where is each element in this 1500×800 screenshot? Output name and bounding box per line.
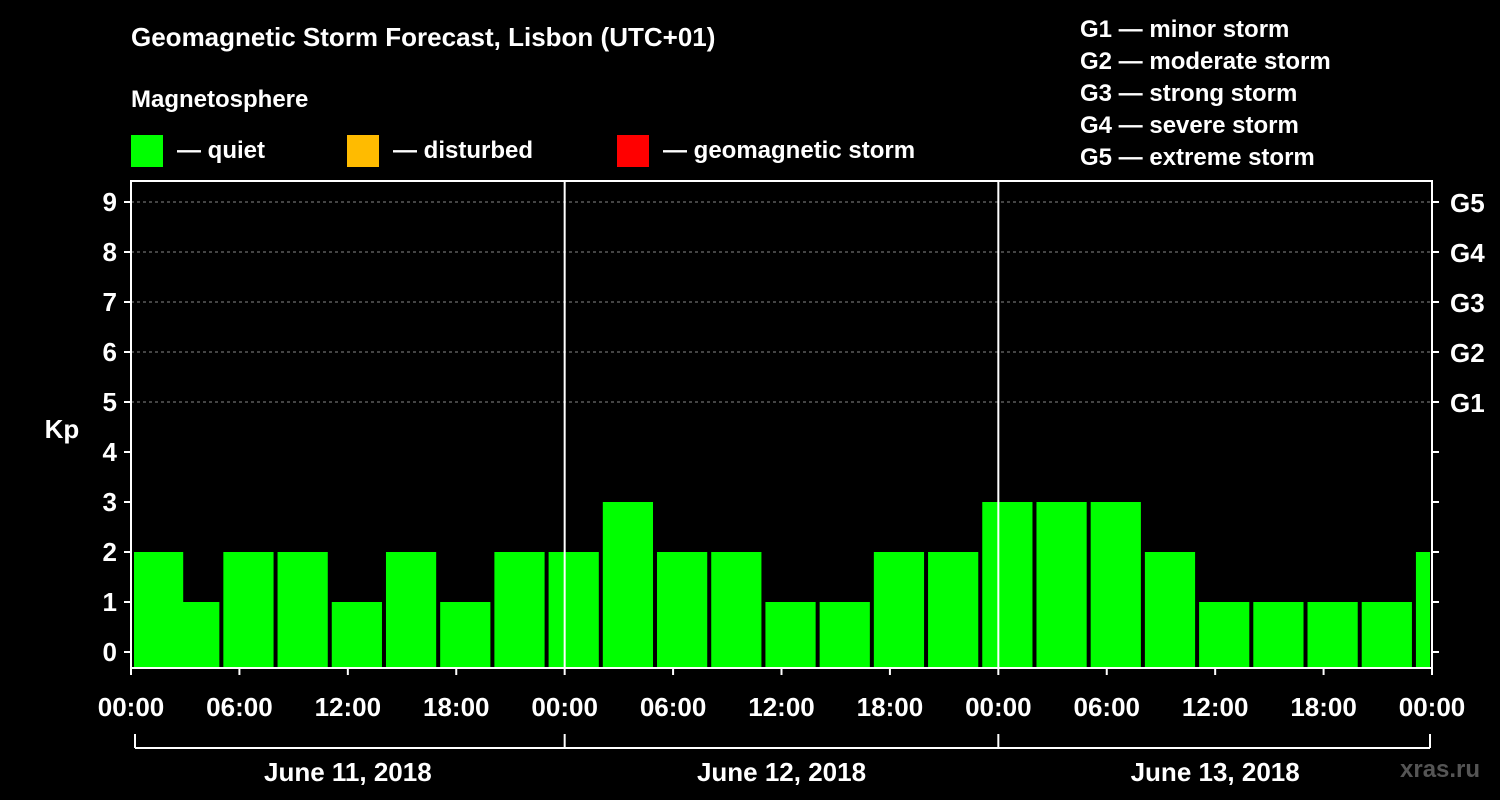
storm-scale-g5: G5 — extreme storm (1080, 144, 1315, 171)
y-tick-label: 8 (103, 237, 117, 267)
y-axis-label: Kp (45, 414, 80, 444)
storm-scale-g2: G2 — moderate storm (1080, 48, 1331, 75)
kp-bar (548, 552, 599, 668)
storm-scale-g4: G4 — severe storm (1080, 112, 1299, 139)
legend-swatch-quiet (131, 135, 163, 167)
x-tick-label: 18:00 (423, 692, 490, 722)
x-tick-label: 06:00 (1074, 692, 1141, 722)
magnetosphere-label: Magnetosphere (131, 86, 309, 113)
kp-bar (169, 602, 220, 668)
x-tick-label: 00:00 (531, 692, 598, 722)
y-tick-label: 3 (103, 487, 117, 517)
x-tick-label: 12:00 (1182, 692, 1249, 722)
y-tick-label: 1 (103, 587, 117, 617)
kp-bar (1307, 602, 1358, 668)
kp-bar (819, 602, 870, 668)
day-label: June 12, 2018 (697, 757, 866, 787)
day-label: June 13, 2018 (1131, 757, 1300, 787)
storm-scale-g3: G3 — strong storm (1080, 80, 1298, 107)
storm-scale-legend: G1 — minor storm G2 — moderate storm G3 … (1080, 14, 1331, 174)
kp-bar (873, 552, 925, 668)
kp-bar (1036, 502, 1087, 668)
kp-bar (928, 552, 979, 668)
kp-bar (765, 602, 816, 668)
legend-disturbed: — disturbed (347, 135, 533, 167)
legend-quiet: — quiet (131, 135, 265, 167)
watermark: xras.ru (1400, 756, 1481, 783)
kp-bar (711, 552, 762, 668)
kp-bar (982, 502, 1033, 668)
kp-bar (494, 552, 545, 668)
kp-bar (1253, 602, 1304, 668)
legend-label-quiet: — quiet (177, 137, 265, 164)
storm-level-label: G5 (1450, 188, 1485, 218)
legend-label-storm: — geomagnetic storm (663, 137, 916, 164)
x-tick-label: 00:00 (1399, 692, 1466, 722)
x-tick-label: 00:00 (98, 692, 165, 722)
storm-level-label: G1 (1450, 388, 1485, 418)
kp-bar (331, 602, 382, 668)
y-tick-label: 0 (103, 637, 117, 667)
x-tick-label: 06:00 (206, 692, 273, 722)
y-tick-label: 4 (103, 437, 118, 467)
y-tick-label: 5 (103, 387, 117, 417)
kp-bar (223, 552, 274, 668)
y-tick-label: 2 (103, 537, 117, 567)
x-tick-label: 06:00 (640, 692, 707, 722)
x-tick-label: 12:00 (315, 692, 382, 722)
y-tick-label: 6 (103, 337, 117, 367)
y-tick-label: 9 (103, 187, 117, 217)
legend-swatch-disturbed (347, 135, 379, 167)
kp-bar (1415, 552, 1430, 668)
x-tick-label: 12:00 (748, 692, 815, 722)
storm-level-label: G2 (1450, 338, 1485, 368)
x-tick-label: 18:00 (1290, 692, 1357, 722)
day-label: June 11, 2018 (264, 757, 432, 787)
kp-bar (1144, 552, 1196, 668)
kp-bar (1199, 602, 1250, 668)
kp-bar (1090, 502, 1141, 668)
kp-bar (385, 552, 437, 668)
legend-storm: — geomagnetic storm (617, 135, 915, 167)
kp-bar (602, 502, 654, 668)
kp-bar (657, 552, 708, 668)
kp-bar (1361, 602, 1412, 668)
y-tick-label: 7 (103, 287, 117, 317)
x-tick-label: 18:00 (857, 692, 924, 722)
kp-bar (440, 602, 491, 668)
legend-swatch-storm (617, 135, 649, 167)
storm-level-label: G3 (1450, 288, 1485, 318)
x-tick-label: 00:00 (965, 692, 1032, 722)
kp-bar (277, 552, 328, 668)
chart-title: Geomagnetic Storm Forecast, Lisbon (UTC+… (131, 22, 716, 52)
legend-label-disturbed: — disturbed (393, 137, 534, 164)
storm-scale-g1: G1 — minor storm (1080, 16, 1290, 43)
storm-level-label: G4 (1450, 238, 1485, 268)
